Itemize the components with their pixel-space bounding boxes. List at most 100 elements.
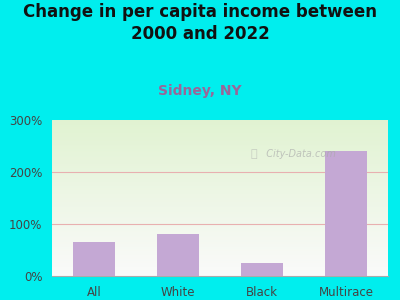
Bar [52, 167, 388, 168]
Bar [73, 242, 115, 276]
Bar [52, 243, 388, 244]
Bar [52, 212, 388, 213]
Bar [52, 152, 388, 153]
Bar [52, 233, 388, 234]
Bar [52, 187, 388, 188]
Bar [52, 211, 388, 212]
Bar [52, 127, 388, 128]
Bar [52, 132, 388, 133]
Bar [52, 263, 388, 264]
Bar [52, 161, 388, 162]
Bar [52, 135, 388, 136]
Bar [52, 250, 388, 251]
Bar [52, 147, 388, 148]
Bar [52, 206, 388, 207]
Bar [52, 248, 388, 249]
Bar [52, 164, 388, 165]
Bar [52, 165, 388, 166]
Bar [52, 192, 388, 193]
Bar [52, 156, 388, 157]
Bar [52, 242, 388, 243]
Bar [52, 134, 388, 135]
Bar [52, 196, 388, 197]
Bar [52, 138, 388, 139]
Bar [52, 261, 388, 262]
Bar [52, 139, 388, 140]
Bar [52, 240, 388, 241]
Bar [52, 207, 388, 208]
Bar [52, 125, 388, 126]
Bar [52, 237, 388, 238]
Bar [52, 247, 388, 248]
Bar [52, 160, 388, 161]
Bar [52, 186, 388, 187]
Bar [52, 169, 388, 170]
Bar [52, 244, 388, 245]
Bar [52, 144, 388, 145]
Bar [52, 183, 388, 184]
Bar [52, 259, 388, 260]
Bar [52, 130, 388, 131]
Bar [52, 195, 388, 196]
Bar [52, 168, 388, 169]
Bar [52, 197, 388, 198]
Bar [52, 133, 388, 134]
Bar [52, 204, 388, 205]
Text: City-Data.com: City-Data.com [260, 149, 336, 159]
Bar [52, 254, 388, 255]
Bar [52, 202, 388, 203]
Bar [52, 205, 388, 206]
Bar [52, 234, 388, 235]
Bar [52, 209, 388, 210]
Bar [52, 221, 388, 222]
Bar [52, 126, 388, 127]
Bar [52, 258, 388, 259]
Bar [52, 268, 388, 269]
Bar [52, 246, 388, 247]
Bar [52, 190, 388, 191]
Bar [52, 199, 388, 200]
Bar [52, 128, 388, 129]
Bar [52, 253, 388, 254]
Bar [52, 200, 388, 201]
Bar [52, 269, 388, 270]
Bar [241, 263, 283, 276]
Bar [52, 227, 388, 228]
Bar [157, 234, 199, 276]
Bar [52, 217, 388, 218]
Bar [52, 249, 388, 250]
Bar [52, 270, 388, 271]
Bar [52, 154, 388, 155]
Bar [52, 162, 388, 163]
Bar [52, 216, 388, 217]
Bar [52, 264, 388, 265]
Bar [52, 121, 388, 122]
Bar [52, 210, 388, 211]
Bar [52, 185, 388, 186]
Bar [52, 257, 388, 258]
Bar [52, 141, 388, 142]
Bar [52, 252, 388, 253]
Bar [52, 174, 388, 175]
Text: Ⓜ: Ⓜ [250, 149, 257, 159]
Bar [52, 224, 388, 225]
Bar [52, 225, 388, 226]
Bar [52, 149, 388, 150]
Bar [52, 123, 388, 124]
Bar [52, 176, 388, 177]
Bar [52, 179, 388, 180]
Bar [52, 191, 388, 192]
Bar [52, 198, 388, 199]
Bar [52, 158, 388, 159]
Bar [52, 229, 388, 230]
Bar [52, 153, 388, 154]
Bar [52, 166, 388, 167]
Bar [52, 175, 388, 176]
Bar [52, 120, 388, 121]
Bar [52, 245, 388, 246]
Bar [52, 272, 388, 273]
Bar [52, 230, 388, 231]
Bar [52, 194, 388, 195]
Bar [52, 241, 388, 242]
Bar [52, 184, 388, 185]
